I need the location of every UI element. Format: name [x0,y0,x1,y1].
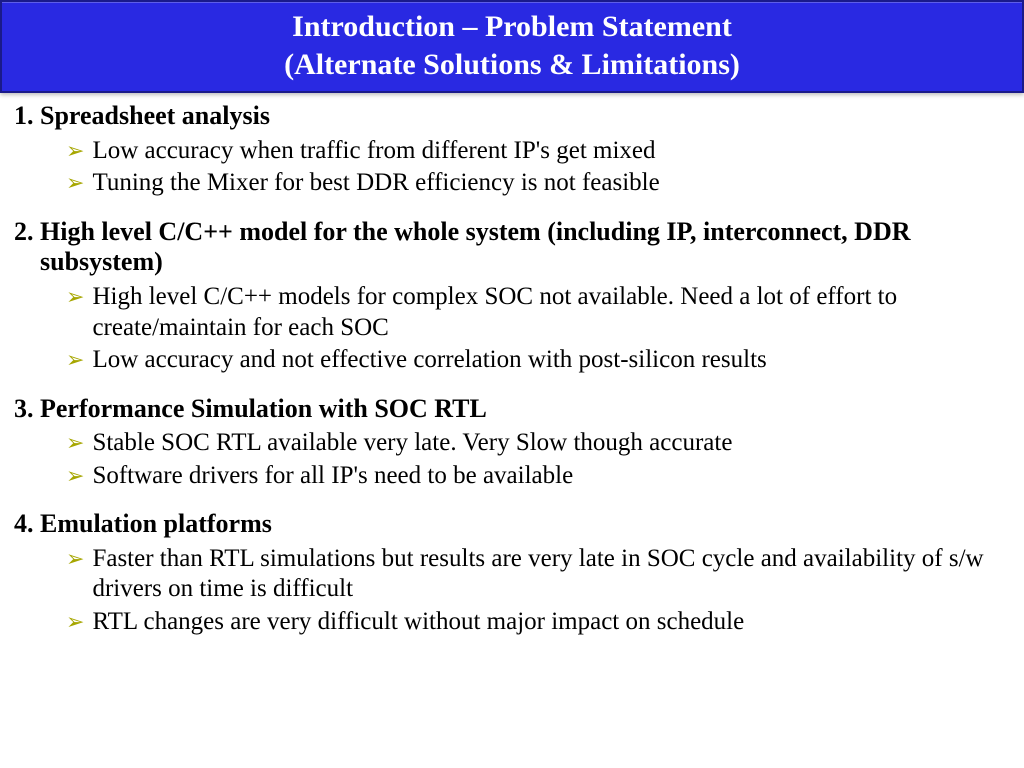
subitem-text: RTL changes are very difficult without m… [92,607,1010,638]
subitem-text: High level C/C++ models for complex SOC … [92,282,1010,343]
sublist: ➢ High level C/C++ models for complex SO… [14,282,1010,376]
title-line-2: (Alternate Solutions & Limitations) [2,46,1022,84]
item-title: Performance Simulation with SOC RTL [40,394,1010,425]
item-number: 2. [14,217,40,248]
arrow-icon: ➢ [66,347,84,374]
subitem: ➢ Tuning the Mixer for best DDR efficien… [66,168,1010,199]
sublist: ➢ Stable SOC RTL available very late. Ve… [14,428,1010,491]
subitem: ➢ Faster than RTL simulations but result… [66,544,1010,605]
subitem: ➢ Low accuracy and not effective correla… [66,345,1010,376]
arrow-icon: ➢ [66,546,84,573]
subitem: ➢ RTL changes are very difficult without… [66,607,1010,638]
subitem: ➢ Software drivers for all IP's need to … [66,461,1010,492]
item-heading: 4. Emulation platforms [14,509,1010,540]
item-heading: 2. High level C/C++ model for the whole … [14,217,1010,278]
title-bar: Introduction – Problem Statement (Altern… [0,0,1024,93]
item-title: Spreadsheet analysis [40,101,1010,132]
subitem-text: Tuning the Mixer for best DDR efficiency… [92,168,1010,199]
arrow-icon: ➢ [66,463,84,490]
sublist: ➢ Low accuracy when traffic from differe… [14,136,1010,199]
item-number: 4. [14,509,40,540]
item-heading: 1. Spreadsheet analysis [14,101,1010,132]
item-number: 3. [14,394,40,425]
subitem: ➢ Stable SOC RTL available very late. Ve… [66,428,1010,459]
list-item: 3. Performance Simulation with SOC RTL ➢… [14,394,1010,492]
arrow-icon: ➢ [66,138,84,165]
item-title: High level C/C++ model for the whole sys… [40,217,1010,278]
subitem-text: Stable SOC RTL available very late. Very… [92,428,1010,459]
subitem-text: Low accuracy when traffic from different… [92,136,1010,167]
subitem: ➢ Low accuracy when traffic from differe… [66,136,1010,167]
arrow-icon: ➢ [66,609,84,636]
subitem-text: Faster than RTL simulations but results … [92,544,1010,605]
arrow-icon: ➢ [66,430,84,457]
list-item: 4. Emulation platforms ➢ Faster than RTL… [14,509,1010,637]
content-area: 1. Spreadsheet analysis ➢ Low accuracy w… [0,93,1024,637]
item-number: 1. [14,101,40,132]
sublist: ➢ Faster than RTL simulations but result… [14,544,1010,638]
title-line-1: Introduction – Problem Statement [2,8,1022,46]
list-item: 2. High level C/C++ model for the whole … [14,217,1010,376]
item-title: Emulation platforms [40,509,1010,540]
subitem-text: Software drivers for all IP's need to be… [92,461,1010,492]
arrow-icon: ➢ [66,170,84,197]
item-heading: 3. Performance Simulation with SOC RTL [14,394,1010,425]
subitem: ➢ High level C/C++ models for complex SO… [66,282,1010,343]
arrow-icon: ➢ [66,284,84,311]
list-item: 1. Spreadsheet analysis ➢ Low accuracy w… [14,101,1010,199]
subitem-text: Low accuracy and not effective correlati… [92,345,1010,376]
